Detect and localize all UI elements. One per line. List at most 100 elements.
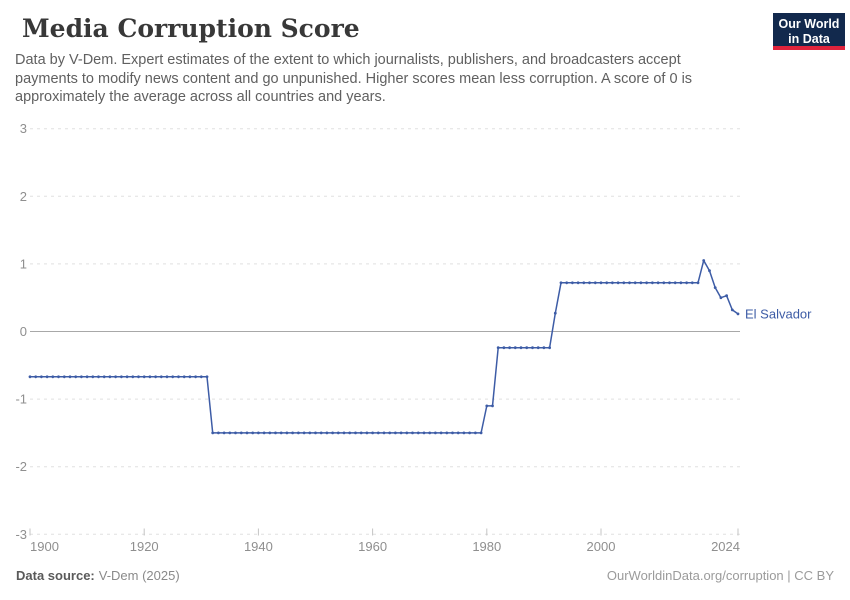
data-point-marker [611, 281, 614, 285]
data-point-marker [428, 431, 432, 435]
series-line [29, 259, 739, 434]
data-point-marker [268, 431, 272, 435]
data-point-marker [690, 281, 694, 285]
data-point-marker [593, 281, 597, 285]
x-axis-tick-label: 2024 [711, 539, 740, 554]
data-point-marker [57, 375, 60, 379]
data-point-marker [154, 375, 158, 379]
data-point-marker [137, 375, 140, 379]
data-source-value: V-Dem (2025) [98, 568, 180, 583]
data-point-marker [411, 431, 414, 435]
data-point-marker [576, 281, 580, 285]
data-point-marker [491, 404, 494, 408]
data-point-marker [542, 346, 546, 350]
data-point-marker [656, 281, 660, 285]
data-point-marker [725, 294, 728, 298]
data-point-marker [513, 346, 517, 350]
data-point-marker [302, 431, 306, 435]
y-axis-tick-label: -3 [15, 527, 27, 542]
data-point-marker [588, 281, 591, 285]
data-point-marker [416, 431, 420, 435]
data-point-marker [325, 431, 329, 435]
data-point-marker [388, 431, 392, 435]
data-point-marker [177, 375, 180, 379]
data-point-marker [394, 431, 397, 435]
owid-logo-line1: Our World [778, 17, 840, 31]
data-point-marker [245, 431, 249, 435]
data-point-marker [622, 281, 626, 285]
data-point-marker [633, 281, 637, 285]
data-point-marker [599, 281, 603, 285]
data-point-marker [354, 431, 357, 435]
attribution-link[interactable]: OurWorldinData.org/corruption | CC BY [606, 568, 834, 583]
data-point-marker [342, 431, 346, 435]
data-point-marker [285, 431, 289, 435]
data-point-marker [45, 375, 49, 379]
entity-label: El Salvador [745, 306, 812, 321]
data-point-marker [331, 431, 334, 435]
data-point-marker [719, 296, 723, 300]
data-point-marker [188, 375, 192, 379]
data-point-marker [525, 346, 529, 350]
data-point-marker [274, 431, 277, 435]
data-point-marker [348, 431, 352, 435]
data-point-marker [97, 375, 100, 379]
data-point-marker [571, 281, 574, 285]
data-point-marker [165, 375, 169, 379]
data-source-label: Data source: [16, 568, 95, 583]
data-point-marker [736, 312, 740, 316]
data-point-marker [628, 281, 631, 285]
data-point-marker [405, 431, 409, 435]
data-point-marker [519, 346, 523, 350]
data-point-marker [291, 431, 294, 435]
data-point-marker [451, 431, 454, 435]
x-axis-tick-label: 1980 [472, 539, 501, 554]
chart-subtitle-line: payments to modify news content and go u… [15, 70, 693, 87]
owid-logo[interactable]: Our World in Data [773, 13, 845, 50]
y-axis-tick-label: -1 [15, 392, 27, 407]
chart-subtitle: Data by V-Dem. Expert estimates of the e… [15, 51, 692, 107]
data-point-marker [182, 375, 186, 379]
data-point-marker [474, 431, 477, 435]
data-point-marker [382, 431, 386, 435]
data-point-marker [308, 431, 312, 435]
data-point-marker [479, 431, 483, 435]
data-point-marker [376, 431, 380, 435]
data-point-marker [708, 269, 711, 273]
data-point-marker [194, 375, 198, 379]
data-point-marker [314, 431, 317, 435]
data-point-marker [74, 375, 78, 379]
data-point-marker [651, 281, 654, 285]
data-point-marker [679, 281, 683, 285]
data-point-marker [199, 375, 203, 379]
x-axis-tick-label: 1940 [244, 539, 273, 554]
data-point-marker [319, 431, 323, 435]
data-point-marker [257, 431, 260, 435]
data-point-marker [80, 375, 83, 379]
y-axis-tick-label: 2 [20, 189, 27, 204]
data-point-marker [582, 281, 586, 285]
data-point-marker [148, 375, 152, 379]
data-point-marker [445, 431, 449, 435]
chart-title: Media Corruption Score [22, 14, 360, 43]
data-point-marker [702, 259, 706, 262]
data-point-marker [502, 346, 506, 350]
data-point-marker [531, 346, 534, 350]
data-point-marker [536, 346, 540, 350]
data-point-marker [51, 375, 55, 379]
data-point-marker [68, 375, 72, 379]
data-point-marker [662, 281, 666, 285]
data-point-marker [205, 375, 209, 379]
y-axis-tick-label: 3 [20, 121, 27, 136]
data-point-marker [673, 281, 677, 285]
chart-subtitle-line: approximately the average across all cou… [15, 89, 386, 105]
x-axis-tick-label: 2000 [587, 539, 616, 554]
data-point-marker [239, 431, 243, 435]
data-point-marker [439, 431, 443, 435]
data-point-marker [125, 375, 129, 379]
data-point-marker [297, 431, 300, 435]
data-point-marker [211, 431, 215, 435]
data-point-marker [222, 431, 226, 435]
